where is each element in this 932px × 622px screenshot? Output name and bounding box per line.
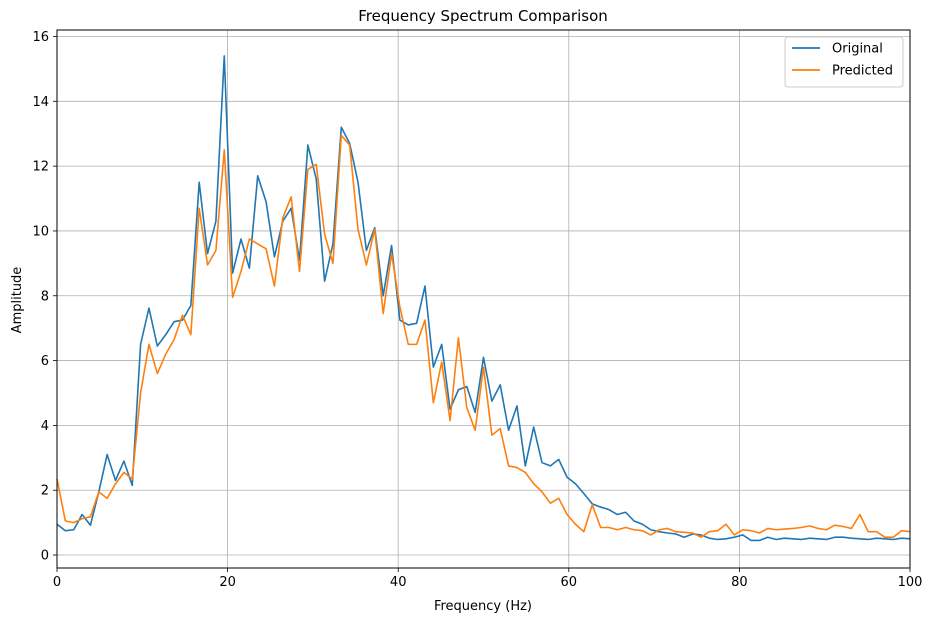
y-tick-label: 16	[32, 30, 49, 45]
x-axis: 0 20 40 60 80 100	[53, 568, 923, 590]
chart-title: Frequency Spectrum Comparison	[358, 7, 608, 25]
grid	[56, 30, 911, 568]
legend-label-predicted: Predicted	[832, 64, 893, 79]
series-layer	[56, 55, 911, 542]
x-axis-label: Frequency (Hz)	[434, 599, 532, 614]
y-axis: 0 2 4 6 8 10 12 14 16	[32, 30, 57, 564]
y-tick-label: 4	[41, 419, 49, 434]
y-tick-label: 12	[32, 160, 49, 175]
x-tick-label: 40	[390, 575, 407, 590]
legend-box	[784, 36, 904, 88]
legend-label-original: Original	[832, 42, 883, 57]
x-tick-label: 20	[219, 575, 236, 590]
y-tick-label: 0	[41, 549, 49, 564]
series-line-original	[56, 55, 911, 542]
x-tick-label: 100	[898, 575, 923, 590]
y-tick-label: 14	[32, 95, 49, 110]
x-tick-label: 60	[561, 575, 578, 590]
plot-frame	[56, 29, 911, 569]
y-tick-label: 2	[41, 484, 49, 499]
y-tick-label: 10	[32, 224, 49, 239]
x-tick-label: 80	[731, 575, 748, 590]
legend: Original Predicted	[784, 36, 904, 88]
y-tick-label: 6	[41, 354, 49, 369]
y-tick-label: 8	[41, 289, 49, 304]
series-line-predicted	[56, 134, 911, 539]
x-tick-label: 0	[53, 575, 61, 590]
y-axis-label: Amplitude	[10, 267, 25, 334]
